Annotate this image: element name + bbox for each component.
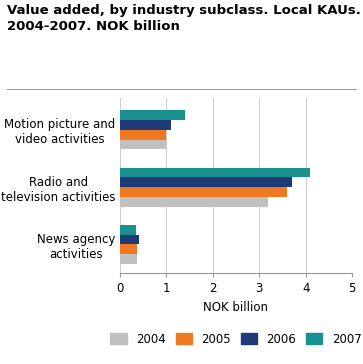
X-axis label: NOK billion: NOK billion: [203, 301, 269, 313]
Bar: [120, 130, 166, 139]
Bar: [120, 254, 138, 264]
Bar: [120, 110, 185, 120]
Bar: [120, 120, 171, 130]
Bar: [120, 225, 136, 235]
Bar: [120, 244, 138, 254]
Bar: [120, 177, 292, 187]
Bar: [120, 197, 269, 206]
Bar: [120, 235, 139, 244]
Legend: 2004, 2005, 2006, 2007: 2004, 2005, 2006, 2007: [106, 328, 363, 350]
Bar: [120, 187, 287, 197]
Bar: [120, 139, 166, 149]
Text: Value added, by industry subclass. Local KAUs.
2004-2007. NOK billion: Value added, by industry subclass. Local…: [7, 4, 361, 33]
Bar: [120, 167, 310, 177]
